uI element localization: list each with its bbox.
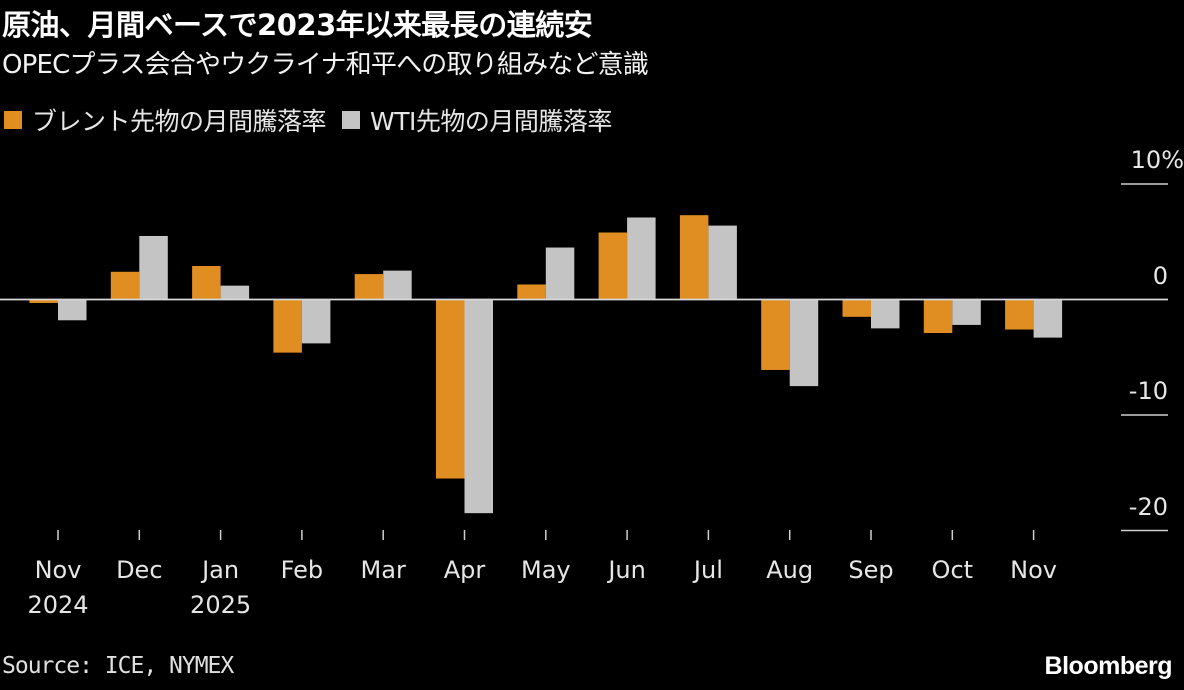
legend-item-wti: WTI先物の月間騰落率: [342, 102, 612, 138]
bar-brent: [273, 299, 302, 353]
bar-brent: [354, 274, 384, 300]
x-label-month: Oct: [931, 556, 974, 584]
x-tick-label: Mar: [361, 553, 406, 588]
bar-wti: [789, 299, 819, 387]
x-tick-label: Sep: [848, 553, 893, 588]
x-tick-label: Apr: [444, 553, 486, 588]
bar-wti: [952, 299, 981, 325]
x-label-month: Jan: [202, 556, 240, 584]
bar-wti: [464, 299, 493, 514]
x-label-month: Aug: [766, 556, 814, 584]
bar-wti: [1033, 299, 1063, 338]
x-label-month: Sep: [848, 556, 894, 584]
x-tick-label: Dec: [116, 553, 162, 588]
bar-wti: [708, 225, 737, 300]
x-tick-label: Jan 2025: [190, 553, 251, 623]
x-label-month: Jul: [693, 556, 723, 584]
x-label-month: Jun: [608, 556, 646, 584]
y-tick-label: 0: [1152, 261, 1168, 290]
x-label-month: Nov: [34, 556, 82, 584]
source-note: Source: ICE, NYMEX: [2, 653, 234, 679]
chart-subtitle: OPECプラス会合やウクライナ和平への取り組みなど意識: [2, 50, 649, 80]
x-label-month: Nov: [1010, 556, 1058, 584]
bar-brent: [679, 215, 709, 300]
bar-wti: [301, 299, 331, 344]
x-tick-label: Feb: [281, 553, 324, 588]
bar-brent: [436, 299, 465, 479]
x-label-month: Apr: [443, 556, 486, 584]
bar-wti: [383, 270, 412, 300]
bar-wti: [220, 285, 250, 300]
bar-brent: [29, 299, 58, 303]
bar-brent: [1005, 299, 1034, 330]
x-label-month: Mar: [360, 556, 406, 584]
legend: ブレント先物の月間騰落率 WTI先物の月間騰落率: [4, 102, 628, 138]
chart-title: 原油、月間ベースで2023年以来最長の連続安: [2, 8, 593, 42]
x-tick-label: Nov: [1010, 553, 1057, 588]
bar-brent: [192, 266, 221, 300]
bar-wti: [871, 299, 900, 329]
bar-wti: [545, 247, 575, 300]
bar-brent: [761, 299, 790, 370]
legend-swatch-brent: [4, 111, 22, 129]
legend-label-wti: WTI先物の月間騰落率: [370, 107, 612, 136]
x-tick-label: May: [521, 553, 571, 588]
x-label-month: May: [520, 556, 571, 584]
bar-brent: [842, 299, 871, 317]
x-label-year: 2025: [190, 591, 252, 619]
bar-wti: [627, 217, 656, 300]
x-tick-label: Aug: [766, 553, 813, 588]
legend-label-brent: ブレント先物の月間騰落率: [32, 107, 327, 136]
x-tick-label: Jun: [608, 553, 646, 588]
x-label-year: 2024: [27, 591, 89, 619]
y-tick-label: -10: [1128, 377, 1168, 405]
legend-item-brent: ブレント先物の月間騰落率: [4, 102, 327, 138]
bloomberg-logo: Bloomberg: [1044, 652, 1173, 680]
bar-brent: [110, 271, 140, 300]
x-label-month: Dec: [116, 556, 163, 584]
x-tick-label: Jul: [694, 553, 723, 588]
y-tick-label: -20: [1128, 492, 1168, 521]
x-label-month: Feb: [280, 556, 324, 584]
y-tick-label: 10%: [1130, 146, 1184, 174]
x-tick-label: Oct: [932, 553, 974, 588]
legend-swatch-wti: [342, 111, 361, 129]
bar-brent: [923, 299, 953, 333]
x-tick-label: Nov 2024: [27, 553, 88, 623]
bar-wti: [58, 299, 87, 321]
bar-wti: [139, 235, 168, 300]
bar-brent: [598, 232, 628, 300]
bar-brent: [517, 284, 546, 300]
